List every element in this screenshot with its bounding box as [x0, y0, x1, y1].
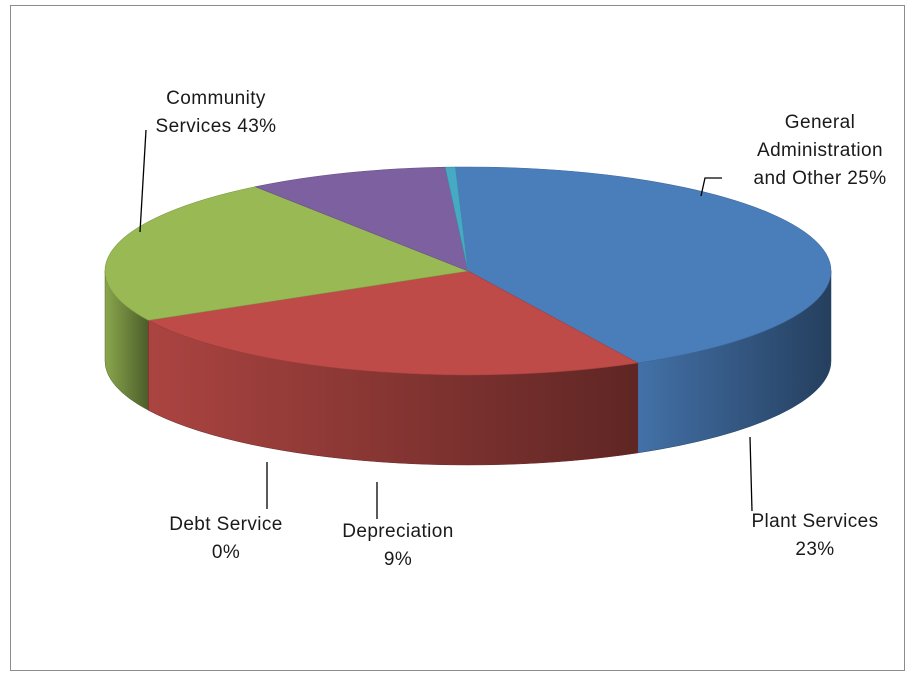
data-label-line: Services 43% [156, 116, 277, 137]
pie-slice-debt-service [444, 166, 469, 272]
data-label: Community Services 43% [156, 88, 277, 137]
data-label-line: and Other 25% [753, 168, 886, 189]
data-label-line: General [785, 112, 855, 133]
data-label-line: 23% [795, 539, 834, 560]
leader-line [139, 129, 147, 233]
pie-sides [104, 270, 832, 466]
data-label: Debt Service 0% [169, 514, 283, 563]
data-label: Depreciation 9% [342, 521, 453, 570]
data-label-line: Debt Service [169, 514, 283, 535]
data-label-line: Administration [757, 140, 883, 161]
leader-line [700, 177, 722, 197]
data-label-line: Depreciation [342, 521, 453, 542]
pie-tops [104, 166, 832, 376]
pie-slice-community-services [454, 166, 832, 364]
pie-slice-depreciation [254, 166, 469, 272]
leader-line [749, 436, 753, 512]
data-label-line: Plant Services [751, 511, 878, 532]
data-labels: Community Services 43% General Administrati… [139, 88, 886, 570]
pie-slice-general-administration-and-other [147, 270, 639, 376]
data-label-line: Community [166, 88, 266, 109]
data-label-line: 0% [212, 542, 240, 563]
data-label: Plant Services 23% [751, 511, 878, 560]
data-label-line: 9% [384, 549, 412, 570]
pie-slice-plant-services [104, 186, 470, 321]
data-label: General Administration and Other 25% [753, 112, 886, 189]
